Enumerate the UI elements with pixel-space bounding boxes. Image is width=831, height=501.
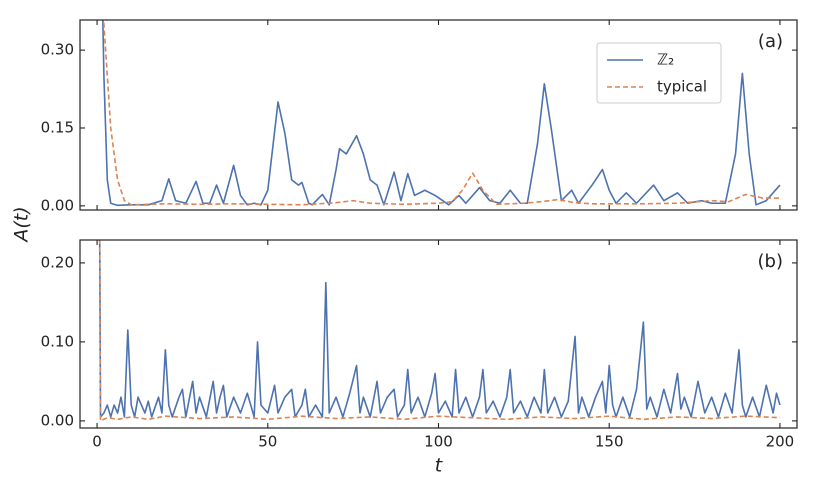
series-layer	[98, 240, 781, 422]
x-tick-label: 150	[595, 433, 624, 451]
y-tick-label: 0.10	[41, 332, 74, 350]
frame	[79, 239, 798, 429]
line	[102, 20, 781, 207]
panel-label: (a)	[758, 31, 783, 52]
legend-label: typical	[657, 78, 707, 96]
x-tick-label: 0	[92, 433, 102, 451]
y-tick-label: 0.00	[41, 411, 74, 429]
line	[98, 240, 781, 418]
panel-label: (b)	[758, 251, 783, 272]
series-layer	[102, 20, 781, 207]
x-tick-label: 100	[424, 433, 453, 451]
y-tick-label: 0.15	[41, 118, 74, 136]
y-tick-label: 0.00	[41, 196, 74, 214]
y-tick-label: 0.20	[41, 253, 74, 271]
x-axis-title: t	[435, 455, 444, 477]
x-tick-label: 50	[258, 433, 277, 451]
legend-box	[596, 42, 722, 104]
legend-label: ℤ₂	[657, 51, 674, 69]
y-axis-title: A(t)	[11, 206, 33, 243]
line	[103, 20, 780, 206]
y-tick-label: 0.30	[41, 41, 74, 59]
x-tick-label: 200	[766, 433, 795, 451]
